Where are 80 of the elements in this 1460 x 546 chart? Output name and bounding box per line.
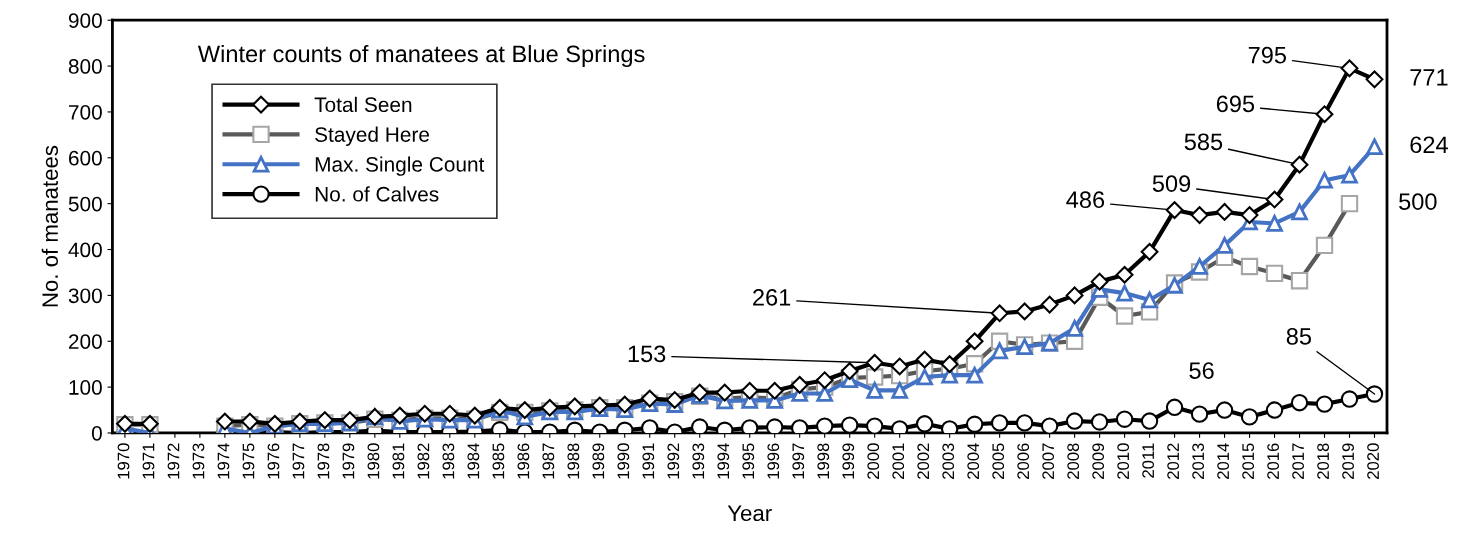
x-tick-label: 2010: [1117, 443, 1130, 479]
x-tick-label: 2020: [1367, 443, 1379, 479]
x-tick-label: 1977: [292, 443, 305, 479]
x-tick-label: 2006: [1017, 443, 1030, 479]
x-tick-label: 2016: [1267, 443, 1280, 479]
x-tick-label: 2013: [1192, 443, 1205, 479]
y-tick-label: 100: [69, 380, 102, 395]
x-tick-label: 2009: [1092, 443, 1105, 479]
y-tick-label: 300: [68, 288, 102, 304]
x-tick-label: 1984: [467, 443, 480, 479]
y-tick-label: 500: [68, 196, 102, 212]
x-tick-label: 1970: [117, 443, 130, 479]
x-tick-label: 2018: [1317, 443, 1329, 479]
x-tick-label: 2007: [1042, 443, 1055, 479]
y-axis-title: No. of manatees: [41, 145, 58, 307]
x-tick-label: 1997: [792, 443, 805, 479]
x-tick-label: 1972: [167, 443, 180, 479]
legend-label: Total Seen: [314, 96, 412, 113]
annotation: 153: [628, 345, 666, 363]
text: Winter counts of manatees at Blue Springs: [197, 44, 645, 67]
x-tick-label: 2004: [967, 443, 980, 479]
x-tick-label: 1976: [267, 443, 280, 479]
annotation: 795: [1248, 46, 1287, 64]
x-tick-label: 1985: [492, 443, 505, 479]
x-tick-label: 1974: [217, 443, 230, 479]
x-tick-label: 2014: [1217, 443, 1230, 479]
annotation: 500: [1399, 193, 1437, 210]
y-tick-label: 200: [68, 334, 102, 349]
y-tick-label: 700: [69, 104, 102, 120]
x-tick-label: 1998: [817, 443, 830, 479]
x-tick-label: 1979: [342, 443, 355, 479]
x-axis-title: Year: [727, 505, 772, 522]
x-tick-label: 2005: [992, 443, 1005, 479]
annotation: 585: [1184, 133, 1223, 151]
x-tick-label: 1995: [742, 443, 755, 479]
y-tick-label: 400: [68, 242, 102, 258]
x-tick-label: 1999: [842, 443, 855, 479]
x-tick-label: 1988: [567, 443, 580, 479]
x-tick-label: 2000: [867, 443, 880, 479]
x-tick-label: 2017: [1292, 443, 1304, 479]
x-tick-label: 1983: [442, 443, 455, 479]
annotation: 695: [1216, 95, 1255, 113]
annotation: 261: [753, 289, 791, 306]
x-tick-label: 1987: [542, 443, 555, 479]
annotation: 624: [1410, 136, 1448, 154]
y-tick-label: 0: [91, 425, 102, 441]
legend-label: Max. Single Count: [315, 156, 485, 176]
x-tick-label: 1992: [667, 443, 680, 479]
x-tick-label: 1973: [192, 443, 205, 479]
x-tick-label: 2003: [942, 443, 955, 479]
annotation: 771: [1410, 69, 1448, 86]
legend-label: No. of Calves: [315, 186, 439, 202]
x-tick-label: 1991: [642, 443, 655, 479]
x-tick-label: 2001: [892, 443, 905, 479]
annotation: 85: [1286, 328, 1312, 345]
annotation: 56: [1189, 362, 1214, 379]
x-tick-label: 1982: [417, 443, 430, 479]
x-tick-label: 1978: [317, 443, 330, 479]
legend-label: Stayed Here: [315, 126, 430, 147]
x-tick-label: 1981: [392, 443, 405, 479]
x-tick-label: 2015: [1242, 443, 1255, 479]
x-tick-label: 1989: [592, 443, 605, 479]
x-tick-label: 1975: [242, 443, 255, 479]
x-tick-label: 1986: [517, 443, 530, 479]
x-tick-label: 1993: [692, 443, 705, 479]
y-tick-label: 600: [69, 150, 102, 166]
annotation: 486: [1066, 191, 1105, 209]
x-tick-label: 2011: [1142, 443, 1155, 478]
x-tick-label: 1994: [717, 443, 730, 479]
y-tick-label: 800: [68, 59, 102, 74]
x-tick-label: 1971: [142, 443, 155, 479]
x-tick-label: 1990: [617, 443, 630, 479]
x-tick-label: 2019: [1342, 443, 1354, 479]
x-tick-label: 2012: [1167, 443, 1180, 479]
annotation: 509: [1152, 175, 1191, 192]
y-tick-label: 900: [68, 13, 102, 28]
x-tick-label: 2008: [1067, 443, 1080, 479]
x-tick-label: 1996: [767, 443, 780, 479]
x-tick-label: 1980: [367, 443, 380, 479]
x-tick-label: 2002: [917, 443, 930, 479]
